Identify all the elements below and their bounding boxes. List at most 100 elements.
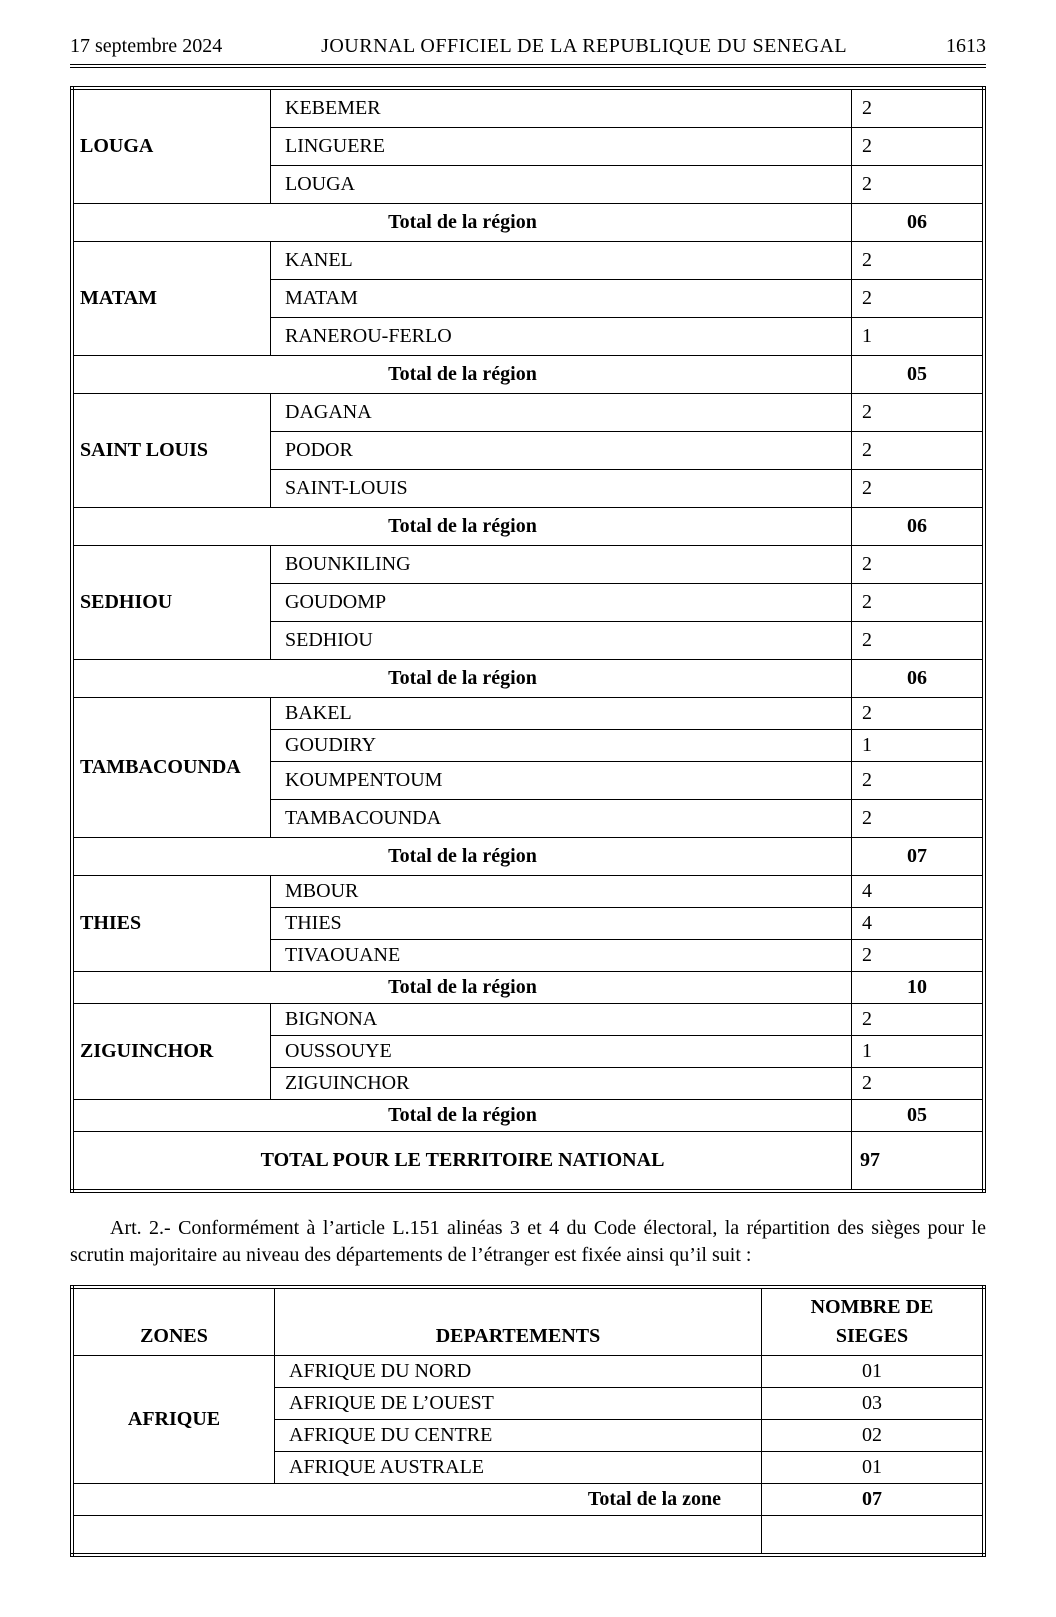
seats-cell: 2 — [852, 800, 985, 838]
region-total-row: Total de la région10 — [72, 972, 984, 1004]
region-total-row: Total de la région05 — [72, 1100, 984, 1132]
seats-cell: 02 — [762, 1420, 985, 1452]
seats-cell: 2 — [852, 1004, 985, 1036]
article-2-text: Art. 2.- Conformément à l’article L.151 … — [70, 1215, 986, 1269]
region-total-row: Total de la région06 — [72, 660, 984, 698]
department-cell: PODOR — [271, 432, 852, 470]
zones-table: ZONESDEPARTEMENTSNOMBRE DESIEGESAFRIQUEA… — [70, 1285, 986, 1557]
department-cell: THIES — [271, 908, 852, 940]
table-row: TAMBACOUNDABAKEL2 — [72, 698, 984, 730]
region-cell: THIES — [72, 876, 271, 972]
region-total-label: Total de la région — [72, 508, 852, 546]
department-cell: TAMBACOUNDA — [271, 800, 852, 838]
department-cell: AFRIQUE DU NORD — [275, 1356, 762, 1388]
seats-cell: 2 — [852, 470, 985, 508]
table-row: LOUGAKEBEMER2 — [72, 88, 984, 128]
table-row: MATAMKANEL2 — [72, 242, 984, 280]
zone-total-value: 07 — [762, 1484, 985, 1516]
region-total-label: Total de la région — [72, 204, 852, 242]
department-cell: TIVAOUANE — [271, 940, 852, 972]
region-cell: SAINT LOUIS — [72, 394, 271, 508]
table-row: AFRIQUEAFRIQUE DU NORD01 — [72, 1356, 984, 1388]
department-cell: AFRIQUE AUSTRALE — [275, 1452, 762, 1484]
header-rule — [70, 64, 986, 68]
seats-cell: 2 — [852, 1068, 985, 1100]
seats-cell: 2 — [852, 128, 985, 166]
department-cell: RANEROU-FERLO — [271, 318, 852, 356]
seats-cell: 2 — [852, 432, 985, 470]
department-cell: BIGNONA — [271, 1004, 852, 1036]
region-cell: LOUGA — [72, 88, 271, 204]
seats-cell: 2 — [852, 88, 985, 128]
zones-header-zones: ZONES — [72, 1287, 275, 1356]
seats-cell: 1 — [852, 1036, 985, 1068]
region-total-value: 05 — [852, 1100, 985, 1132]
region-total-value: 06 — [852, 660, 985, 698]
zone-gap-row — [72, 1516, 984, 1556]
seats-cell: 01 — [762, 1452, 985, 1484]
zones-header-seats: NOMBRE DESIEGES — [762, 1287, 985, 1356]
department-cell: MBOUR — [271, 876, 852, 908]
department-cell: KEBEMER — [271, 88, 852, 128]
table-row: SAINT LOUISDAGANA2 — [72, 394, 984, 432]
region-cell: MATAM — [72, 242, 271, 356]
region-total-value: 07 — [852, 838, 985, 876]
seats-cell: 2 — [852, 940, 985, 972]
department-cell: DAGANA — [271, 394, 852, 432]
region-total-row: Total de la région05 — [72, 356, 984, 394]
national-total-label: TOTAL POUR LE TERRITOIRE NATIONAL — [72, 1132, 852, 1192]
zones-header-departments: DEPARTEMENTS — [275, 1287, 762, 1356]
seats-cell: 2 — [852, 622, 985, 660]
region-cell: ZIGUINCHOR — [72, 1004, 271, 1100]
seats-cell: 2 — [852, 762, 985, 800]
zones-header-row: ZONESDEPARTEMENTSNOMBRE DESIEGES — [72, 1287, 984, 1356]
department-cell: BOUNKILING — [271, 546, 852, 584]
region-total-label: Total de la région — [72, 838, 852, 876]
page: 17 septembre 2024 JOURNAL OFFICIEL DE LA… — [0, 0, 1056, 1617]
seats-cell: 2 — [852, 242, 985, 280]
department-cell: KOUMPENTOUM — [271, 762, 852, 800]
table-row: THIESMBOUR4 — [72, 876, 984, 908]
department-cell: ZIGUINCHOR — [271, 1068, 852, 1100]
department-cell: KANEL — [271, 242, 852, 280]
seats-cell: 2 — [852, 166, 985, 204]
regions-table: LOUGAKEBEMER2LINGUERE2LOUGA2Total de la … — [70, 86, 986, 1193]
region-total-label: Total de la région — [72, 356, 852, 394]
region-total-value: 10 — [852, 972, 985, 1004]
table-row: SEDHIOUBOUNKILING2 — [72, 546, 984, 584]
seats-cell: 1 — [852, 318, 985, 356]
region-total-label: Total de la région — [72, 660, 852, 698]
seats-cell: 2 — [852, 394, 985, 432]
department-cell: GOUDOMP — [271, 584, 852, 622]
seats-cell: 03 — [762, 1388, 985, 1420]
zone-total-label: Total de la zone — [72, 1484, 762, 1516]
department-cell: AFRIQUE DU CENTRE — [275, 1420, 762, 1452]
region-cell: SEDHIOU — [72, 546, 271, 660]
header-title: JOURNAL OFFICIEL DE LA REPUBLIQUE DU SEN… — [222, 35, 946, 58]
seats-cell: 4 — [852, 908, 985, 940]
department-cell: LINGUERE — [271, 128, 852, 166]
zone-total-row: Total de la zone07 — [72, 1484, 984, 1516]
header-date: 17 septembre 2024 — [70, 35, 222, 58]
department-cell: OUSSOUYE — [271, 1036, 852, 1068]
department-cell: MATAM — [271, 280, 852, 318]
region-total-value: 05 — [852, 356, 985, 394]
national-total-row: TOTAL POUR LE TERRITOIRE NATIONAL97 — [72, 1132, 984, 1192]
region-total-value: 06 — [852, 508, 985, 546]
national-total-value: 97 — [852, 1132, 985, 1192]
region-total-row: Total de la région06 — [72, 508, 984, 546]
region-total-label: Total de la région — [72, 1100, 852, 1132]
seats-cell: 2 — [852, 584, 985, 622]
seats-cell: 2 — [852, 280, 985, 318]
region-total-label: Total de la région — [72, 972, 852, 1004]
seats-cell: 1 — [852, 730, 985, 762]
seats-cell: 4 — [852, 876, 985, 908]
running-header: 17 septembre 2024 JOURNAL OFFICIEL DE LA… — [70, 35, 986, 64]
department-cell: LOUGA — [271, 166, 852, 204]
zone-cell: AFRIQUE — [72, 1356, 275, 1484]
region-total-row: Total de la région06 — [72, 204, 984, 242]
department-cell: SAINT-LOUIS — [271, 470, 852, 508]
region-cell: TAMBACOUNDA — [72, 698, 271, 838]
seats-cell: 2 — [852, 546, 985, 584]
header-page-number: 1613 — [946, 35, 986, 58]
